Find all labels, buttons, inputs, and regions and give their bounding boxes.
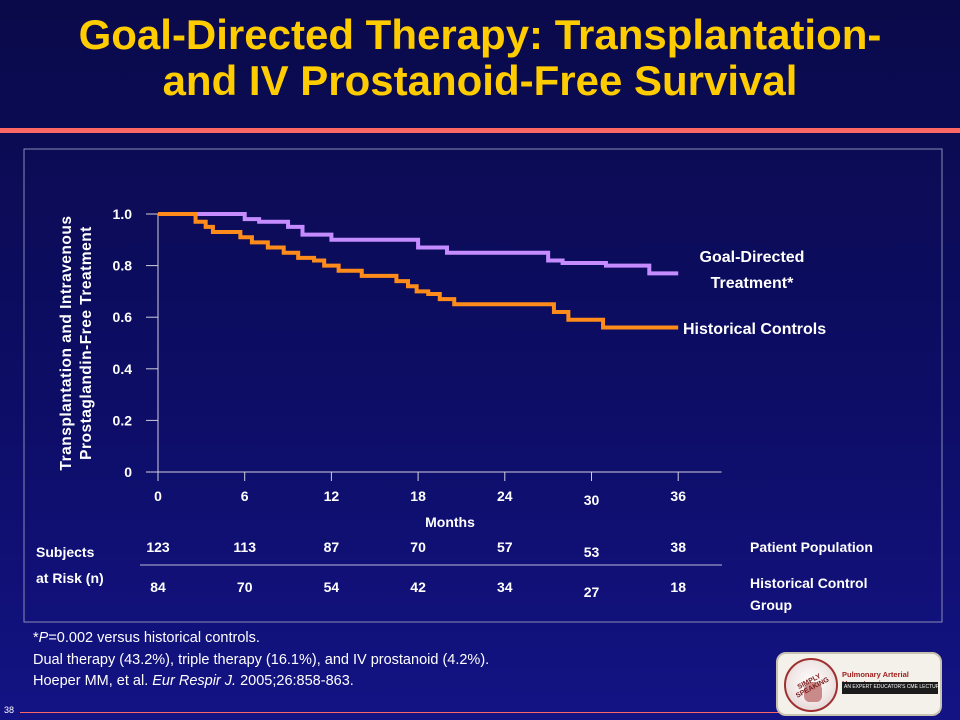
footnote-pvalue: *P=0.002 versus historical controls.	[33, 628, 753, 650]
slide-title-line2: and IV Prostanoid-Free Survival	[162, 57, 798, 104]
logo-band	[842, 682, 938, 694]
x-axis-ticks: 0 6 12 18 24 30 36	[154, 472, 686, 508]
y-tick-label: 1.0	[113, 206, 133, 222]
title-divider	[0, 128, 960, 133]
risk-table-label-line2: at Risk (n)	[36, 570, 104, 586]
y-tick-label: 0.4	[113, 361, 133, 377]
series-label-goal-line2: Treatment*	[711, 275, 794, 292]
footnote-p-symbol: P	[38, 630, 49, 646]
risk-value-historical: 34	[497, 579, 513, 595]
chart-axes	[157, 214, 722, 473]
footer-divider	[20, 712, 940, 713]
x-tick-label: 6	[241, 488, 249, 504]
risk-table-label-line1: Subjects	[36, 544, 95, 560]
x-axis-label: Months	[425, 514, 475, 530]
y-axis-label: Transplantation and Intravenous Prostagl…	[58, 216, 95, 471]
risk-value-historical: 42	[410, 579, 426, 595]
y-axis-ticks: 0 0.2 0.4 0.6 0.8 1.0	[113, 206, 158, 480]
slide-number: 38	[4, 705, 15, 715]
lungs-icon	[804, 682, 822, 702]
citation-details: 2005;26:858-863.	[236, 673, 354, 689]
y-tick-label: 0.8	[113, 258, 133, 274]
risk-value-historical: 70	[237, 579, 253, 595]
footnote-therapy: Dual therapy (43.2%), triple therapy (16…	[33, 651, 490, 668]
risk-value-patient: 113	[233, 539, 256, 555]
risk-value-historical: 54	[324, 579, 340, 595]
risk-value-patient: 57	[497, 539, 513, 555]
series-label-historical: Historical Controls	[683, 321, 826, 338]
y-tick-label: 0.2	[113, 412, 133, 428]
slide-title: Goal-Directed Therapy: Transplantation- …	[0, 12, 960, 104]
risk-value-historical: 18	[670, 579, 686, 595]
slide-title-line1: Goal-Directed Therapy: Transplantation-	[78, 11, 882, 58]
chart-panel-border	[23, 148, 943, 623]
citation-authors: Hoeper MM, et al.	[33, 673, 153, 689]
x-tick-label: 0	[154, 488, 162, 504]
series-logo: SIMPLY SPEAKING Pulmonary Arterial Hyper…	[776, 652, 942, 716]
y-tick-label: 0.6	[113, 309, 133, 325]
x-tick-label: 12	[324, 488, 340, 504]
risk-row-label-patient: Patient Population	[750, 539, 873, 555]
risk-value-historical: 27	[584, 584, 600, 600]
y-tick-label: 0	[124, 464, 132, 480]
risk-table: Subjects at Risk (n) Patient Population …	[36, 539, 873, 613]
risk-value-patient: 53	[584, 544, 600, 560]
series-labels: Goal-Directed Treatment* Historical Cont…	[683, 249, 826, 338]
y-axis-label-line2: Prostaglandin-Free Treatment	[78, 226, 95, 460]
risk-value-patient: 123	[146, 539, 170, 555]
x-tick-label: 24	[497, 488, 513, 504]
series-line-historical	[158, 212, 679, 330]
series-label-goal-line1: Goal-Directed	[700, 249, 805, 266]
series-layer	[158, 212, 679, 330]
risk-values: 123 113 87 70 57 53 38 84 70 54 42 34 27 18	[146, 539, 686, 600]
x-tick-label: 36	[670, 488, 686, 504]
series-line-goal-directed	[158, 212, 679, 276]
citation-journal: Eur Respir J.	[152, 673, 237, 689]
footnote-pvalue-text: =0.002 versus historical controls.	[48, 630, 260, 646]
footnote-citation: Hoeper MM, et al. Eur Respir J. 2005;26:…	[33, 671, 753, 693]
footnotes: *P=0.002 versus historical controls. Dua…	[33, 628, 753, 693]
x-tick-label: 30	[584, 492, 600, 508]
risk-row-label-historical-line1: Historical Control	[750, 575, 867, 591]
risk-value-historical: 84	[150, 579, 166, 595]
logo-badge: SIMPLY SPEAKING	[784, 658, 838, 712]
footnote-asterisk: *	[33, 630, 39, 646]
risk-value-patient: 38	[670, 539, 686, 555]
y-axis-label-line1: Transplantation and Intravenous	[58, 216, 75, 471]
risk-row-label-historical-line2: Group	[750, 597, 792, 613]
logo-subtitle: AN EXPERT EDUCATOR'S CME LECTURE SERIES	[844, 684, 938, 690]
risk-value-patient: 70	[410, 539, 426, 555]
risk-value-patient: 87	[324, 539, 340, 555]
x-tick-label: 18	[410, 488, 426, 504]
